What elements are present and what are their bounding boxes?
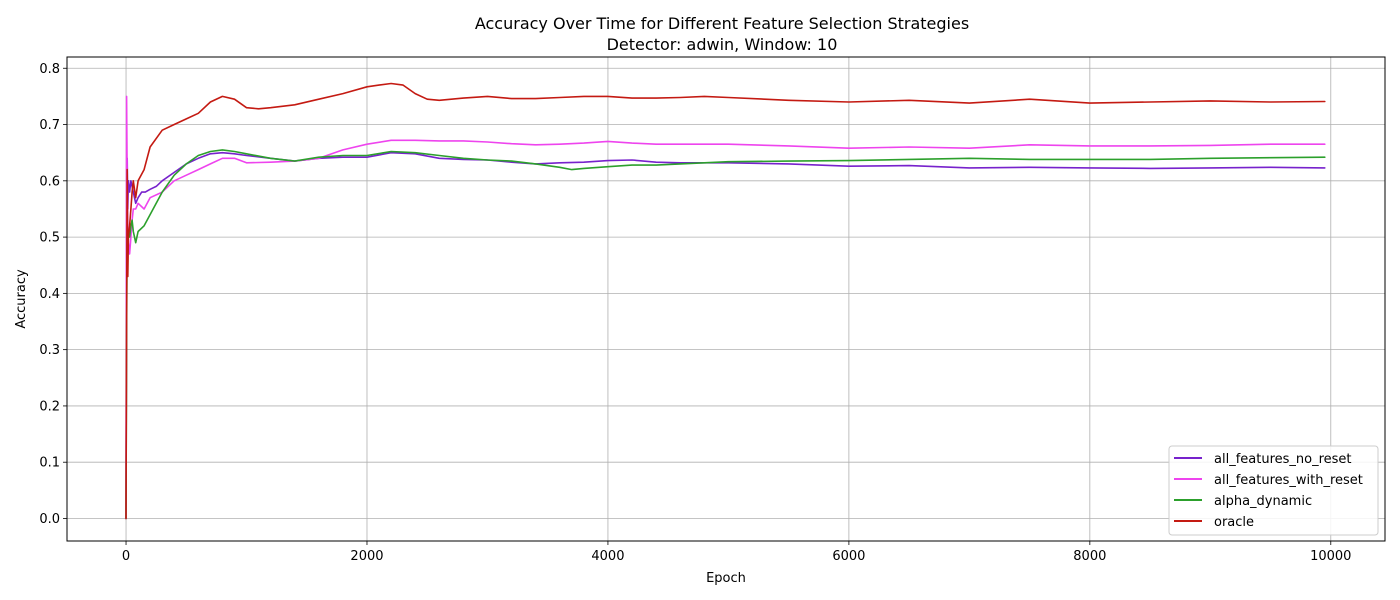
y-tick-label: 0.6 bbox=[39, 174, 60, 189]
y-tick-label: 0.3 bbox=[39, 343, 60, 358]
chart-title: Accuracy Over Time for Different Feature… bbox=[475, 14, 969, 33]
y-tick-label: 0.5 bbox=[39, 231, 60, 246]
series-line-all-features-no-reset bbox=[125, 151, 1326, 520]
y-tick-label: 0.8 bbox=[39, 62, 60, 77]
x-tick-label: 4000 bbox=[591, 549, 624, 564]
y-tick-label: 0.2 bbox=[39, 399, 60, 414]
grid-lines bbox=[67, 57, 1385, 541]
legend: all_features_no_reset all_features_with_r… bbox=[1168, 445, 1379, 536]
legend-box bbox=[1168, 445, 1379, 536]
axes-frame bbox=[66, 56, 1386, 542]
legend-label-all-features-with-reset: all_features_with_reset bbox=[1214, 473, 1363, 488]
series-line-oracle bbox=[125, 82, 1326, 520]
x-ticks: 0 2000 4000 6000 8000 10000 bbox=[122, 541, 1351, 564]
legend-label-oracle: oracle bbox=[1214, 515, 1254, 530]
x-axis-label: Epoch bbox=[706, 571, 746, 586]
x-tick-label: 2000 bbox=[350, 549, 383, 564]
series-line-alpha-dynamic bbox=[125, 149, 1326, 520]
y-tick-label: 0.1 bbox=[39, 456, 60, 471]
y-tick-label: 0.7 bbox=[39, 118, 60, 133]
y-axis-label: Accuracy bbox=[14, 269, 29, 329]
legend-label-all-features-no-reset: all_features_no_reset bbox=[1214, 452, 1352, 467]
y-ticks: 0.0 0.1 0.2 0.3 0.4 0.5 0.6 0.7 0.8 bbox=[39, 62, 67, 527]
x-tick-label: 6000 bbox=[832, 549, 865, 564]
y-tick-label: 0.0 bbox=[39, 512, 60, 527]
x-tick-label: 0 bbox=[122, 549, 130, 564]
y-tick-label: 0.4 bbox=[39, 287, 60, 302]
chart-subtitle: Detector: adwin, Window: 10 bbox=[607, 35, 838, 54]
series-layer bbox=[125, 82, 1326, 520]
x-tick-label: 10000 bbox=[1310, 549, 1351, 564]
x-tick-label: 8000 bbox=[1073, 549, 1106, 564]
series-line-all-features-with-reset bbox=[125, 95, 1326, 520]
legend-label-alpha-dynamic: alpha_dynamic bbox=[1214, 494, 1312, 509]
